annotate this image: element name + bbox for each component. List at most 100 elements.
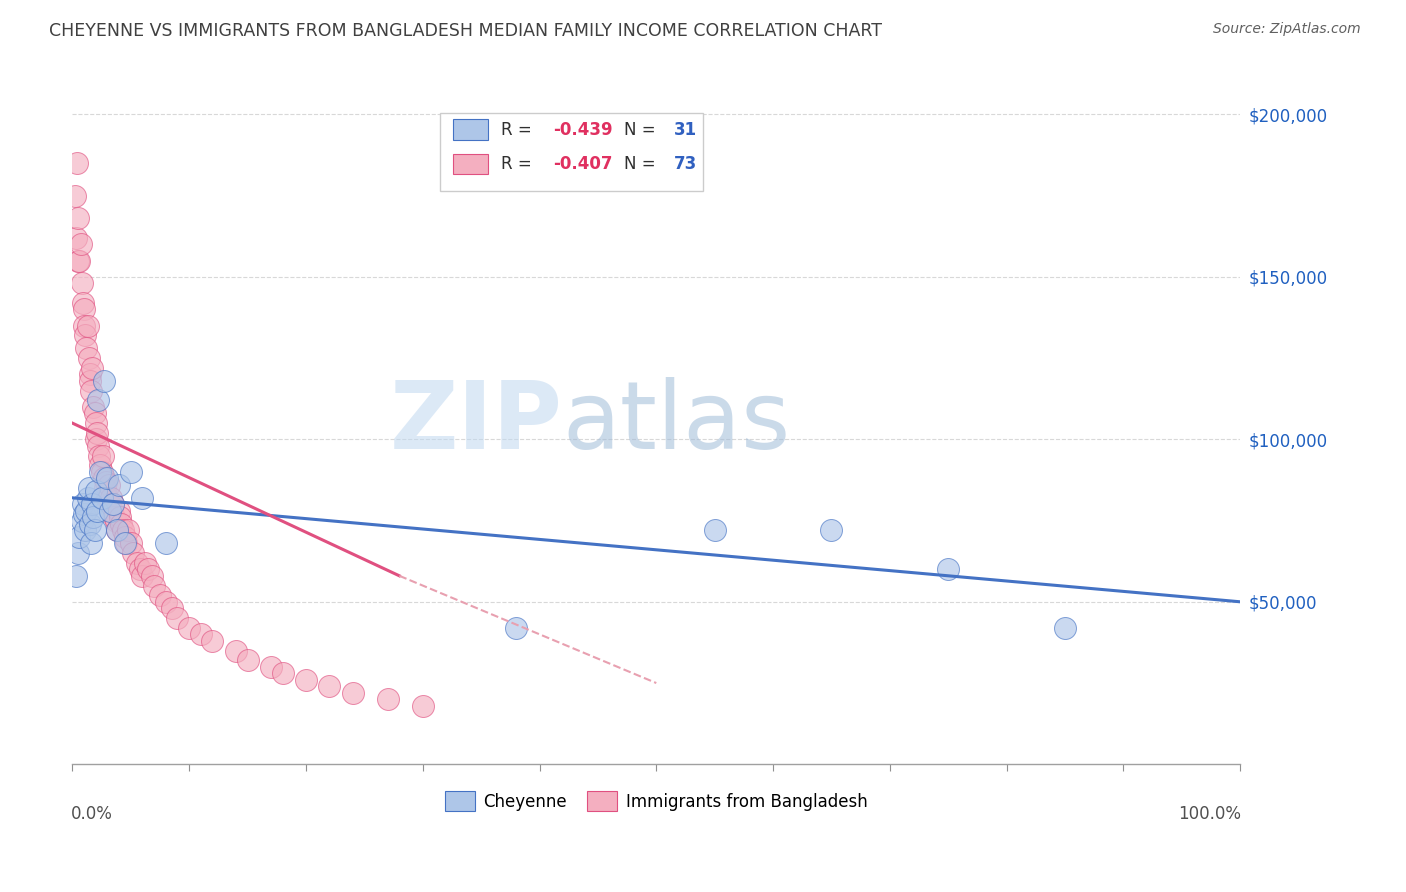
Point xyxy=(67,253,90,268)
Point xyxy=(84,416,107,430)
Text: 73: 73 xyxy=(673,155,697,173)
Point xyxy=(79,374,101,388)
Point xyxy=(108,504,131,518)
Point xyxy=(82,510,104,524)
Point xyxy=(87,439,110,453)
Point xyxy=(89,465,111,479)
Point xyxy=(76,491,98,505)
Point xyxy=(75,524,97,538)
Point xyxy=(70,514,93,528)
Text: R =: R = xyxy=(501,155,537,173)
Point xyxy=(89,458,111,473)
Point xyxy=(412,698,434,713)
Point xyxy=(271,666,294,681)
Point xyxy=(134,556,156,570)
Point xyxy=(80,384,103,398)
Point xyxy=(505,621,527,635)
Point xyxy=(110,510,132,524)
Point xyxy=(122,546,145,560)
Point xyxy=(70,277,93,291)
Point xyxy=(73,302,96,317)
Text: Source: ZipAtlas.com: Source: ZipAtlas.com xyxy=(1213,22,1361,37)
Point xyxy=(190,627,212,641)
Point xyxy=(143,578,166,592)
Point xyxy=(100,491,122,505)
Point xyxy=(84,433,107,447)
Point xyxy=(201,633,224,648)
Point xyxy=(65,231,87,245)
Point xyxy=(83,406,105,420)
Point xyxy=(97,478,120,492)
Point xyxy=(105,524,128,538)
Point xyxy=(73,507,96,521)
Point xyxy=(120,536,142,550)
Point xyxy=(318,679,340,693)
Point xyxy=(103,497,125,511)
Legend: Cheyenne, Immigrants from Bangladesh: Cheyenne, Immigrants from Bangladesh xyxy=(439,785,875,817)
Point xyxy=(90,465,112,479)
Point xyxy=(114,530,136,544)
Point xyxy=(72,296,94,310)
Text: CHEYENNE VS IMMIGRANTS FROM BANGLADESH MEDIAN FAMILY INCOME CORRELATION CHART: CHEYENNE VS IMMIGRANTS FROM BANGLADESH M… xyxy=(49,22,882,40)
Point xyxy=(66,156,89,170)
Point xyxy=(94,481,117,495)
Text: N =: N = xyxy=(624,155,661,173)
Point xyxy=(114,536,136,550)
Point xyxy=(67,530,90,544)
Point xyxy=(108,478,131,492)
Point xyxy=(79,516,101,531)
Point xyxy=(72,497,94,511)
Point xyxy=(179,621,201,635)
Point xyxy=(110,516,132,531)
Point xyxy=(295,673,318,687)
Point xyxy=(98,504,121,518)
Point xyxy=(75,342,97,356)
Point xyxy=(63,188,86,202)
Point xyxy=(83,524,105,538)
Text: 31: 31 xyxy=(673,120,697,138)
Point xyxy=(120,465,142,479)
Point xyxy=(98,497,121,511)
Point xyxy=(89,449,111,463)
Text: -0.439: -0.439 xyxy=(554,120,613,138)
Point xyxy=(104,514,127,528)
Point xyxy=(149,588,172,602)
Point xyxy=(820,524,842,538)
Point xyxy=(129,562,152,576)
Point xyxy=(225,643,247,657)
Point xyxy=(111,524,134,538)
Point xyxy=(91,449,114,463)
Point xyxy=(101,504,124,518)
Point xyxy=(131,491,153,505)
Point xyxy=(936,562,959,576)
Point xyxy=(125,556,148,570)
Text: -0.407: -0.407 xyxy=(554,155,613,173)
Point xyxy=(82,497,104,511)
Point xyxy=(96,475,118,489)
Point xyxy=(103,510,125,524)
Point xyxy=(96,471,118,485)
Point xyxy=(82,360,104,375)
Text: 0.0%: 0.0% xyxy=(72,805,112,823)
Point xyxy=(105,524,128,538)
Point xyxy=(79,368,101,382)
Point xyxy=(260,660,283,674)
Point xyxy=(82,400,104,414)
Point xyxy=(117,524,139,538)
Point xyxy=(136,562,159,576)
FancyBboxPatch shape xyxy=(453,153,488,174)
Point xyxy=(86,504,108,518)
Point xyxy=(141,569,163,583)
Point xyxy=(103,497,125,511)
Point xyxy=(67,253,90,268)
Point xyxy=(75,328,97,343)
Point xyxy=(80,536,103,550)
Point xyxy=(155,595,177,609)
Point xyxy=(377,692,399,706)
Point xyxy=(1054,621,1077,635)
Point xyxy=(87,393,110,408)
Point xyxy=(93,471,115,485)
Point xyxy=(155,536,177,550)
Point xyxy=(77,351,100,365)
Point xyxy=(166,611,188,625)
